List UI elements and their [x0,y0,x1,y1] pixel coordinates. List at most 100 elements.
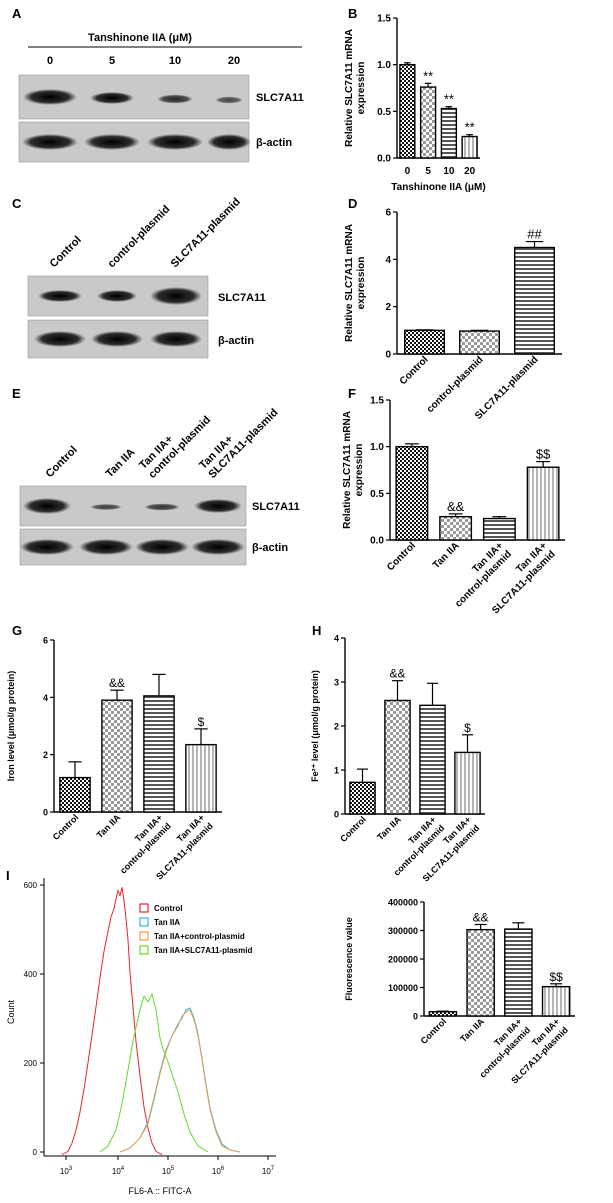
bar [349,781,376,815]
bar [461,135,478,159]
flow-y-tick-label: 200 [24,1059,38,1068]
blot-a: Tanshinone IIA (μM) 0 5 10 20 SLC7A11 β-… [18,32,304,163]
y-tick-label: 4 [385,255,391,266]
significance-mark: $ [198,715,205,729]
histogram-tan-iia-control-plasmid [119,1009,241,1153]
band [23,89,77,105]
band [34,331,86,347]
blot-a-lane-label: 10 [169,55,181,67]
band [91,331,143,347]
bar [185,743,217,813]
bar [541,985,571,1017]
y-tick-label: 0 [413,1012,418,1022]
panel-label-i: I [6,868,10,883]
y-tick-label: 1 [334,766,339,776]
flow-x-tick-base: 10 [60,1167,69,1176]
x-axis-label: Tanshinone IIA (μM) [391,182,485,193]
y-axis-label-line: Fe²⁺ level (μmol/g protein) [310,670,320,782]
significance-mark: ** [444,92,454,107]
panel-label-g: G [12,623,22,638]
y-axis-label-line: expression [356,257,367,310]
bar [504,928,533,1017]
y-axis-label-line: expression [354,444,365,497]
y-axis-label: Relative SLC7A11 mRNAexpression [342,411,365,529]
legend-label: Control [154,904,182,913]
x-tick-label: Tan IIA [95,812,123,840]
blot-e: Control Tan IIA Tan IIA+ control-plasmid… [19,407,300,566]
significance-mark: && [109,676,125,690]
legend-label: Tan IIA+control-plasmid [154,932,245,941]
flow-x-tick-label: 103 [60,1166,73,1176]
bar-chart-i: 0 100000 200000 300000 400000 Fluorescence va… [344,898,575,1086]
x-tick-label: control-plasmid [425,354,486,415]
band [147,134,203,150]
band [194,499,242,513]
blot-e-lane-label: Control [44,444,80,480]
blot-a-lane-label: 0 [47,55,53,67]
histogram-control [61,887,163,1155]
y-axis-label: Iron level (μmol/g protein) [6,671,16,782]
flow-x-tick-exp: 6 [221,1166,225,1172]
significance-mark: && [389,667,405,681]
significance-mark: $ [464,721,471,735]
x-tick-label: 0 [405,166,411,177]
flow-y-tick-label: 0 [33,1148,38,1157]
panel-label-h: H [312,623,321,638]
bar-chart-b: 0.0 0.5 1.0 1.5 Relative SLC7A11 mRNAexpress… [344,14,486,194]
flow-y-tick-label: 600 [24,881,38,890]
band [150,331,202,347]
blot-e-row-label: β-actin [252,542,288,554]
y-axis-label-line: Relative SLC7A11 mRNA [344,224,355,342]
bar [439,515,473,541]
bar-chart-d: 0 2 4 6 Relative SLC7A11 mRNAexpression Contr… [344,208,562,422]
bar [143,695,175,813]
flow-y-label: Count [6,1000,16,1025]
flow-x-tick-exp: 4 [121,1166,125,1172]
y-tick-label: 6 [385,208,391,219]
band [135,539,189,555]
bar [440,107,458,159]
bar [454,751,481,815]
y-tick-label: 2 [334,722,339,732]
blot-a-row-label: β-actin [256,137,292,149]
histogram-tan-iia-slc7a11-plasmid [99,992,209,1153]
y-tick-label: 1.5 [377,14,391,25]
bar [526,466,560,541]
x-tick-label: 20 [464,166,476,177]
bar [428,1011,458,1017]
y-tick-label: 2 [385,302,391,313]
blot-e-row-label: SLC7A11 [252,501,300,513]
bar-chart-g: 0 2 4 6 Iron level (μmol/g protein) Control &&… [6,636,222,882]
y-tick-label: 0.5 [370,489,384,500]
x-tick-label: Control [51,812,81,842]
y-axis-label: Relative SLC7A11 mRNAexpression [344,29,367,147]
band [22,134,78,150]
flow-x-tick-exp: 7 [271,1166,275,1172]
flow-x-tick-exp: 3 [69,1166,73,1172]
panel-label-d: D [348,196,357,211]
band [144,503,180,511]
y-axis-label-line: Relative SLC7A11 mRNA [344,29,355,147]
x-tick-label: Control [338,814,368,844]
bar [419,704,446,815]
panel-label-a: A [12,6,22,21]
blot-c-row-label: β-actin [218,335,254,347]
bar [59,776,91,813]
flow-y-ticks: 0 200 400 600 [24,881,44,1157]
y-tick-label: 2 [43,750,48,760]
band [90,504,122,510]
bar-chart-h: 0 1 2 3 4 Fe²⁺ level (μmol/g protein) Control &… [310,634,485,884]
histogram-tan-iia [119,1007,241,1153]
flow-y-tick-label: 400 [24,970,38,979]
y-tick-label: 0 [43,808,48,818]
y-tick-label: 4 [334,634,339,644]
band [150,287,202,305]
bar [459,330,501,355]
bar [399,63,416,159]
bar [514,246,556,355]
significance-mark: ** [423,68,433,83]
y-tick-label: 1.5 [370,396,384,407]
bar-chart-f: 0.0 0.5 1.0 1.5 Relative SLC7A11 mRNAexpress… [342,396,565,616]
blot-a-lane-label: 20 [228,55,240,67]
y-tick-label: 100000 [388,983,418,993]
